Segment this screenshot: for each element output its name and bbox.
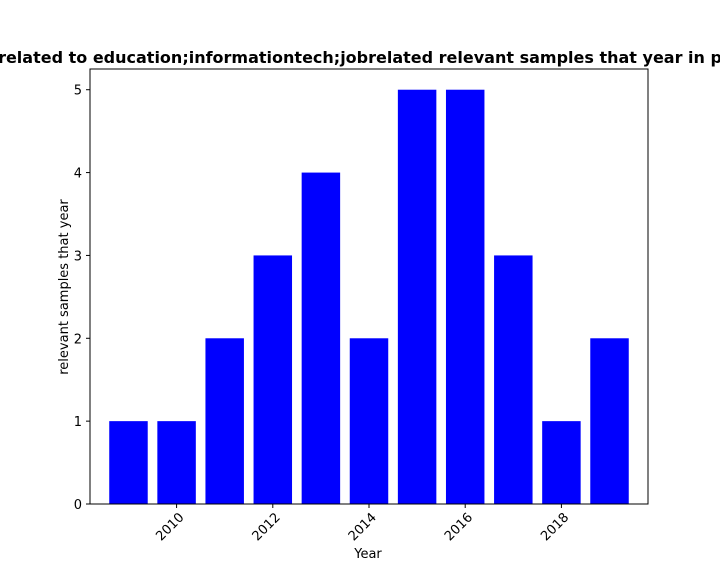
x-axis: 2010 2012 2014 2016 2018 — [153, 504, 572, 544]
bar-2018 — [542, 421, 581, 504]
x-tick-label: 2012 — [250, 510, 284, 544]
y-tick-label: 4 — [74, 167, 82, 182]
y-tick-label: 5 — [74, 84, 82, 99]
y-tick-label: 0 — [74, 498, 82, 513]
y-axis-label: relevant samples that year — [57, 199, 72, 375]
y-tick-label: 3 — [74, 249, 82, 264]
x-axis-label: Year — [353, 547, 382, 562]
x-tick-label: 2010 — [153, 510, 187, 544]
bar-2012 — [253, 255, 293, 504]
bar-2010 — [157, 421, 196, 504]
x-tick-label: 2016 — [442, 510, 476, 544]
bar-2019 — [590, 338, 629, 504]
bar-2017 — [494, 255, 533, 504]
chart-title: related to education;informationtech;job… — [0, 48, 720, 67]
bar-2015 — [397, 89, 437, 504]
bar-2013 — [301, 172, 341, 505]
bar-2014 — [349, 338, 389, 504]
bars-group — [109, 89, 629, 505]
x-tick-label: 2018 — [538, 510, 572, 544]
y-axis: 0 1 2 3 4 5 — [74, 84, 90, 513]
y-tick-label: 1 — [74, 415, 82, 430]
bar-2016 — [445, 89, 485, 504]
bar-2009 — [109, 421, 148, 504]
y-tick-label: 2 — [74, 332, 82, 347]
bar-2011 — [205, 338, 244, 504]
x-tick-label: 2014 — [346, 510, 380, 544]
